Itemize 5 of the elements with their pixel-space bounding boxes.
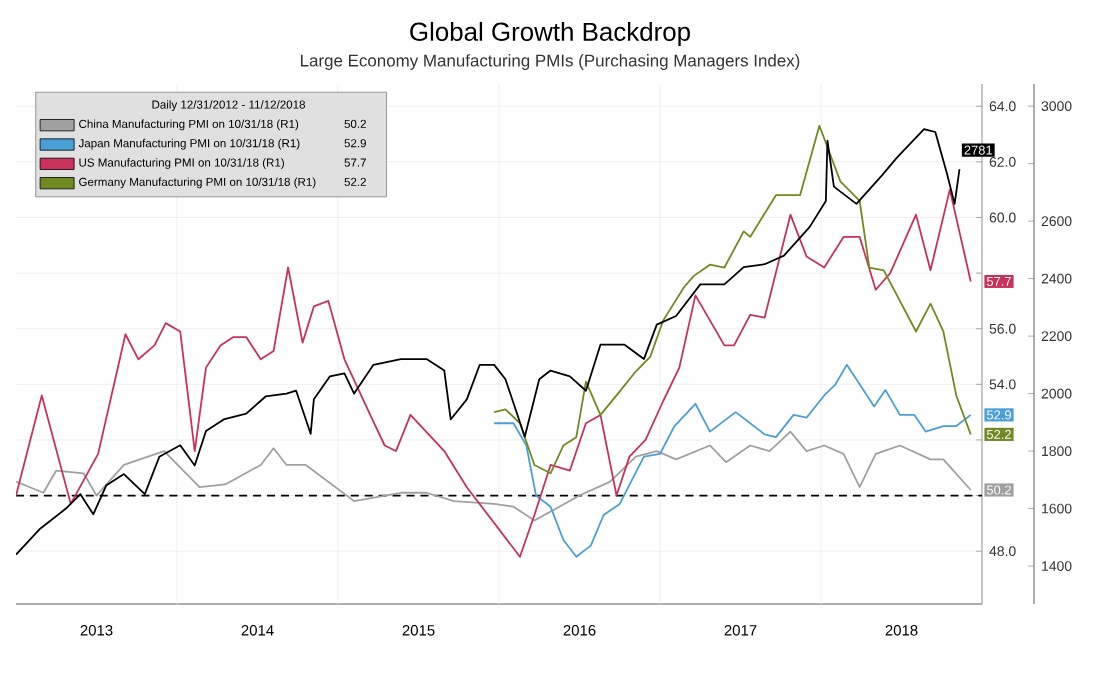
chart-title: Global Growth Backdrop [410,21,690,47]
line-series [16,430,972,522]
line-series [16,188,972,558]
line-series [493,363,972,558]
chart-subtitle: Large Economy Manufacturing PMIs (Purchasing Managers Index) [300,54,800,70]
